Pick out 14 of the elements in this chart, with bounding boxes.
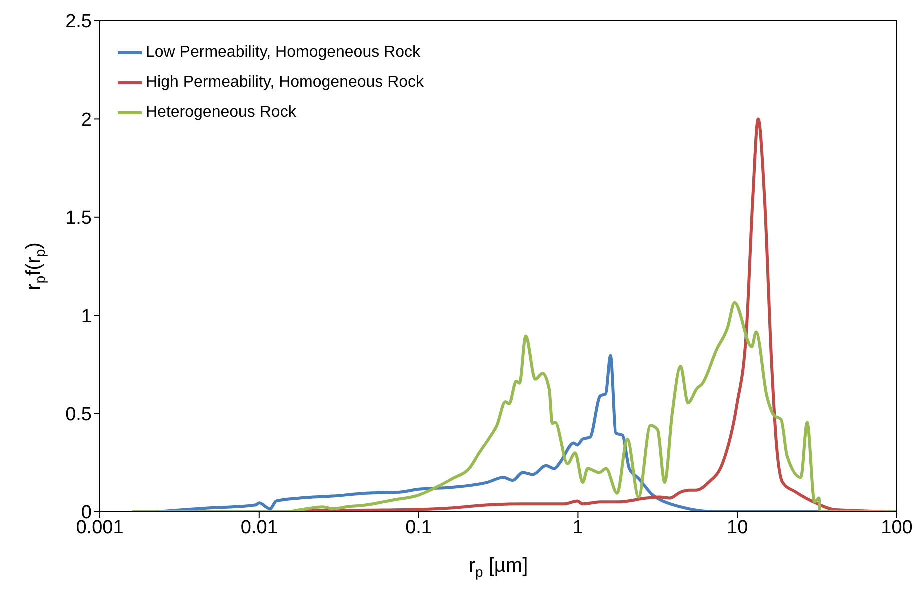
y-tick-label: 0.5 — [66, 404, 92, 426]
x-tick-label: 100 — [881, 517, 913, 538]
legend-label: Low Permeability, Homogeneous Rock — [146, 44, 420, 61]
x-tick-label: 1 — [572, 517, 584, 538]
x-axis-title: r$_{p}$ [µm] — [468, 555, 528, 580]
y-tick-label: 2.5 — [66, 12, 92, 33]
legend-label: High Permeability, Homogeneous Rock — [146, 74, 424, 91]
y-tick-label: 1 — [81, 306, 92, 328]
legend-label: Heterogeneous Rock — [146, 104, 296, 121]
x-tick-label: 10 — [727, 517, 748, 538]
y-tick-label: 2 — [81, 110, 92, 131]
x-tick-label: 0.1 — [406, 517, 432, 538]
y-tick-label: 1.5 — [66, 208, 92, 230]
x-tick-label: 0.01 — [240, 517, 278, 538]
